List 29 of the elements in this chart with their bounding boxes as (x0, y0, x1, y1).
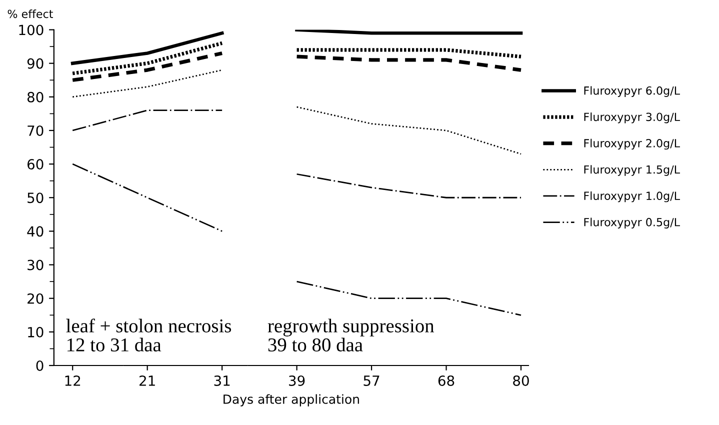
y-tick-label: 30 (28, 260, 44, 270)
y-tick-label: 80 (27, 92, 44, 102)
x-tick-label: 12 (65, 375, 80, 386)
x-tick-label: 68 (438, 375, 454, 386)
y-tick-label: 0 (36, 360, 44, 371)
y-tick-label: 20 (28, 293, 44, 304)
y-tick-label: 60 (28, 159, 44, 170)
y-tick-label: 90 (27, 58, 44, 69)
legend-label: Fluroxypyr 2.0g/L (584, 138, 680, 150)
y-tick-label: 100 (19, 24, 44, 36)
annotation: leaf + stolon necrosis 12 to 31 daa (66, 318, 232, 352)
y-axis-title: % effect (8, 10, 53, 18)
legend-label: Fluroxypyr 1.0g/L (584, 191, 680, 202)
legend-label: Fluroxypyr 1.5g/L (584, 165, 680, 176)
legend-label: Fluroxypyr 0.5g/L (584, 218, 680, 228)
x-tick-label: 31 (214, 375, 230, 386)
x-tick-label: 39 (289, 375, 305, 386)
line-series (296, 106, 522, 155)
y-tick-label: 40 (27, 226, 44, 237)
y-tick-label: 50 (28, 192, 44, 204)
x-axis-title: Days after application (224, 394, 359, 406)
x-tick-label: 80 (513, 375, 529, 386)
x-tick-label: 21 (140, 375, 155, 386)
annotation: regrowth suppression 39 to 80 daa (268, 318, 434, 352)
legend-label: Fluroxypyr 6.0g/L (584, 86, 680, 97)
legend-label: Fluroxypyr 3.0g/L (584, 112, 680, 124)
y-tick-label: 70 (28, 125, 44, 136)
x-tick-label: 57 (364, 376, 380, 386)
y-tick-label: 10 (28, 326, 44, 338)
